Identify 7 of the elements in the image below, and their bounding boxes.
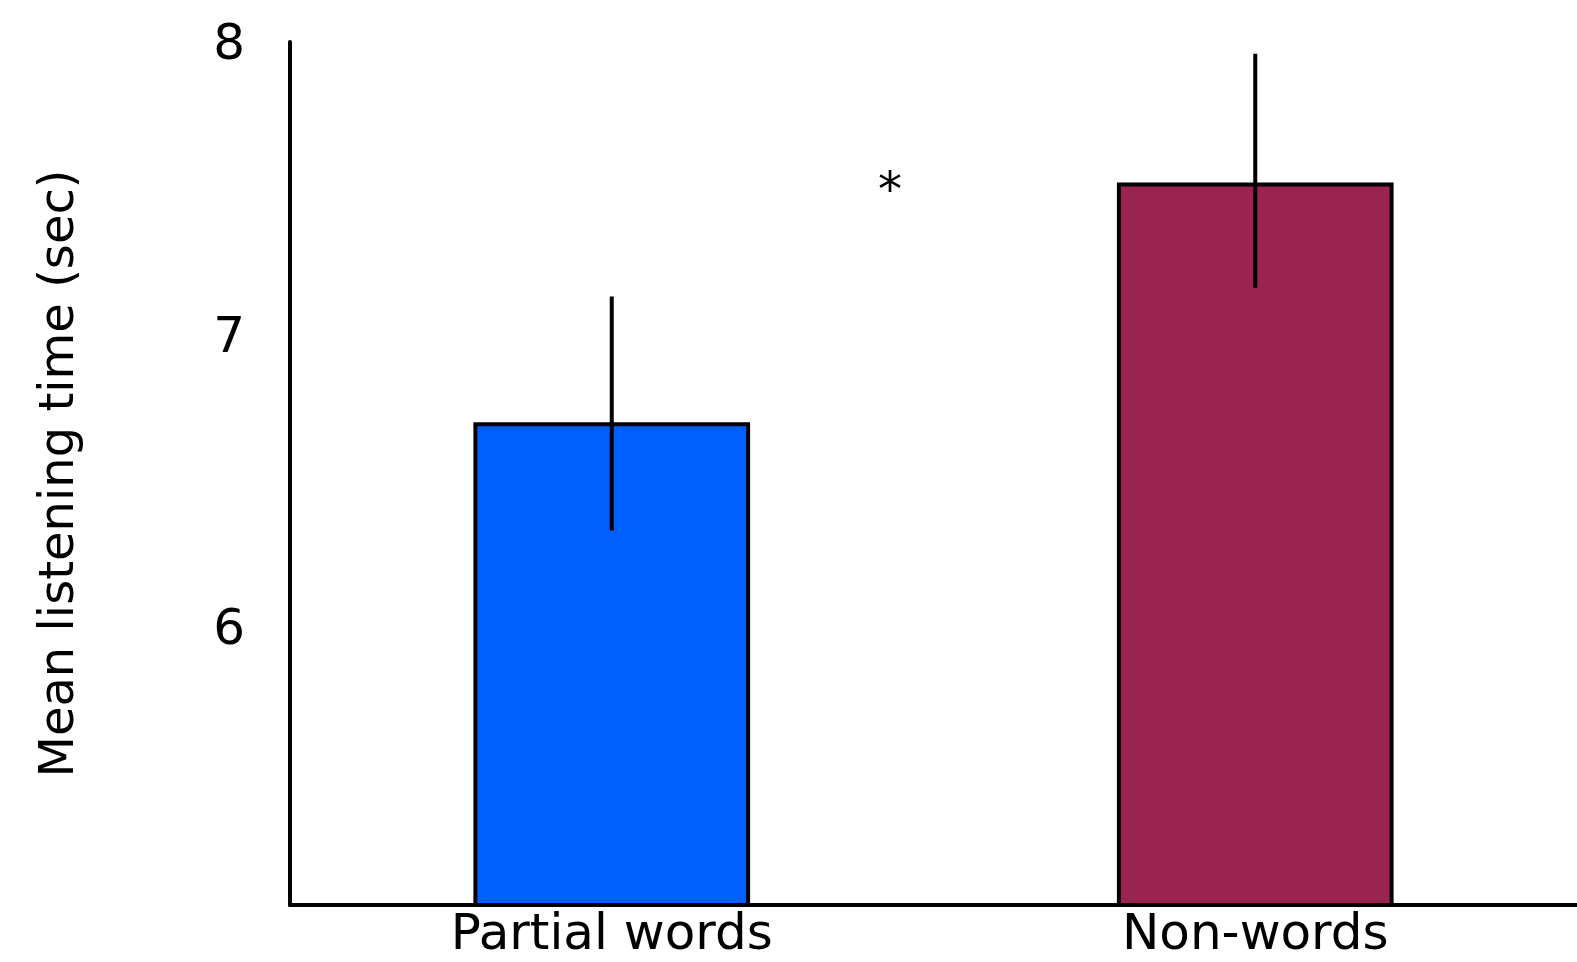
- y-tick-label: 6: [213, 598, 245, 657]
- x-tick-label: Partial words: [450, 903, 773, 961]
- y-tick-label: 7: [213, 305, 245, 364]
- y-tick-label: 8: [213, 13, 245, 71]
- y-axis-title: Mean listening time (sec): [28, 169, 84, 778]
- annotation: *: [878, 161, 902, 217]
- x-tick-label: Non-words: [1121, 903, 1389, 961]
